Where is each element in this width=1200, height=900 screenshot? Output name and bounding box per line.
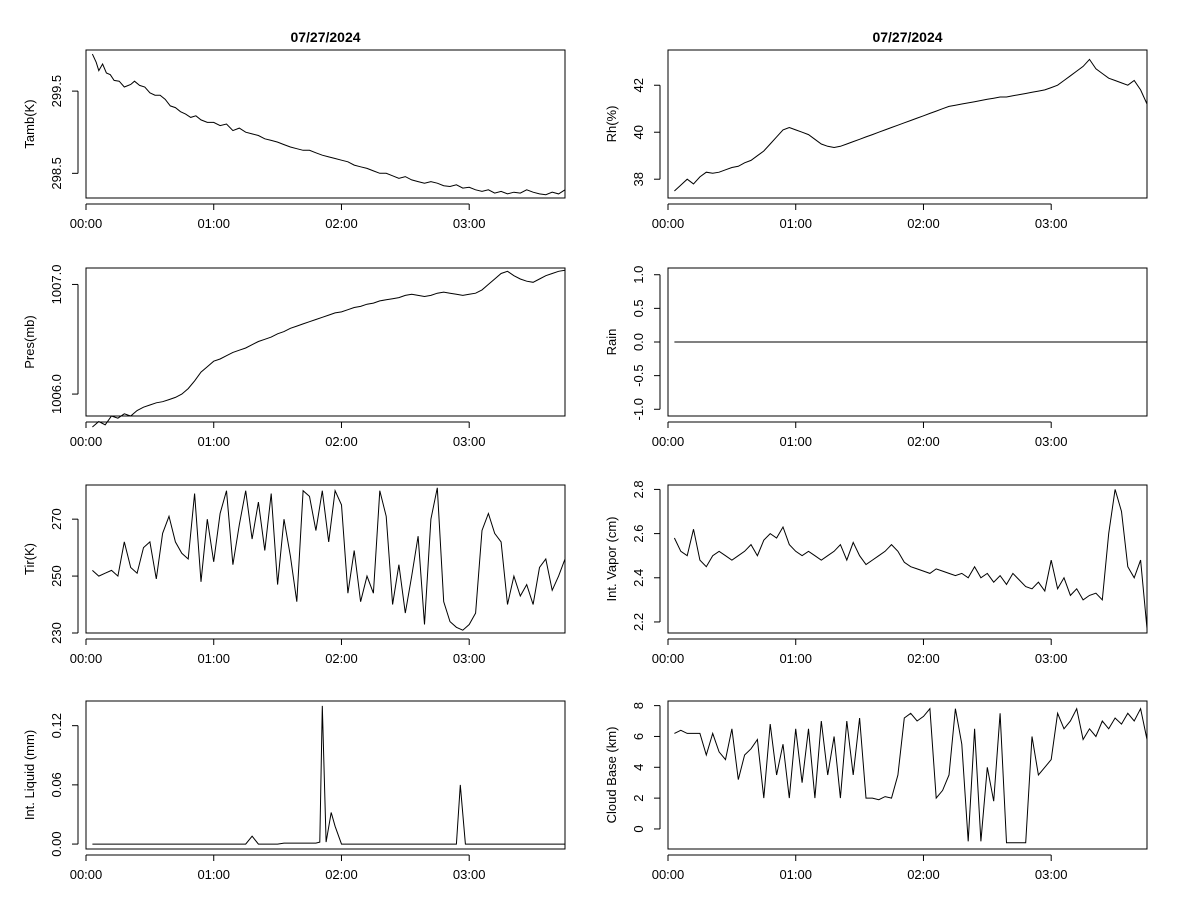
x-tick-label: 01:00	[779, 216, 812, 231]
y-tick-label: 270	[49, 508, 64, 530]
chart-title: 07/27/2024	[290, 29, 360, 45]
y-tick-label: 230	[49, 622, 64, 644]
chart-panel: 07/27/2024 00:00 01:00 02:00 03:00 298.5 299.5…	[22, 29, 566, 231]
x-tick-label: 01:00	[197, 434, 230, 449]
y-axis-label: Rh(%)	[604, 106, 619, 143]
x-tick-label: 02:00	[325, 867, 358, 882]
y-tick-label: -0.5	[631, 364, 646, 386]
x-tick-label: 00:00	[652, 867, 685, 882]
y-tick-label: -1.0	[631, 398, 646, 420]
chart-panel: 00:00 01:00 02:00 03:00 -1.0 -0.5 0.0 0.5 1.0 Rai…	[604, 266, 1148, 449]
x-tick-label: 01:00	[197, 651, 230, 666]
x-tick-label: 03:00	[453, 651, 486, 666]
chart-panel: 00:00 01:00 02:00 03:00 230 250 270 Tir(K)	[22, 484, 566, 666]
chart-panel: 00:00 01:00 02:00 03:00 1006.0 1007.0 Pres(mb)	[22, 265, 566, 449]
x-tick-label: 03:00	[453, 867, 486, 882]
y-axis-label: Tamb(K)	[22, 99, 37, 148]
y-tick-label: 0.12	[49, 713, 64, 738]
y-tick-label: 0	[631, 825, 646, 832]
x-tick-label: 02:00	[907, 651, 940, 666]
x-tick-label: 02:00	[325, 434, 358, 449]
x-tick-label: 01:00	[197, 867, 230, 882]
plot-frame	[667, 484, 1148, 634]
x-tick-label: 00:00	[652, 434, 685, 449]
x-tick-label: 01:00	[779, 434, 812, 449]
x-tick-label: 02:00	[325, 651, 358, 666]
y-axis-label: Int. Vapor (cm)	[604, 516, 619, 601]
x-tick-label: 02:00	[907, 434, 940, 449]
series-line	[91, 53, 566, 196]
y-tick-label: 42	[631, 78, 646, 92]
y-tick-label: 1006.0	[49, 374, 64, 414]
series-line	[674, 707, 1148, 844]
series-line	[92, 705, 565, 845]
chart-panel: 00:00 01:00 02:00 03:00 0 2 4 6 8 Cloud Base (km)	[604, 700, 1148, 882]
series-line	[673, 489, 1148, 629]
x-tick-label: 00:00	[70, 216, 103, 231]
x-tick-label: 01:00	[197, 216, 230, 231]
y-tick-label: 0.00	[49, 831, 64, 856]
x-tick-label: 02:00	[907, 867, 940, 882]
y-tick-label: 2	[631, 795, 646, 802]
y-axis-label: Cloud Base (km)	[604, 727, 619, 824]
y-tick-label: 250	[49, 565, 64, 587]
x-tick-label: 00:00	[70, 434, 103, 449]
chart-panel: 00:00 01:00 02:00 03:00 0.00 0.06 0.12 Int. Liq…	[22, 700, 566, 882]
y-axis-label: Pres(mb)	[22, 315, 37, 368]
y-tick-label: 0.5	[631, 299, 646, 317]
x-tick-label: 00:00	[652, 651, 685, 666]
y-tick-label: 2.8	[631, 480, 646, 498]
x-tick-label: 03:00	[1035, 867, 1068, 882]
y-tick-label: 2.2	[631, 613, 646, 631]
y-axis-label: Tir(K)	[22, 543, 37, 575]
y-tick-label: 40	[631, 125, 646, 139]
series-line	[92, 487, 566, 631]
y-tick-label: 0.06	[49, 772, 64, 797]
x-tick-label: 02:00	[907, 216, 940, 231]
x-tick-label: 00:00	[652, 216, 685, 231]
y-axis-label: Rain	[604, 329, 619, 356]
series-line	[674, 58, 1148, 192]
chart-panel: 00:00 01:00 02:00 03:00 2.2 2.4 2.6 2.8 Int. Vap…	[604, 480, 1148, 666]
y-tick-label: 299.5	[49, 75, 64, 108]
x-tick-label: 00:00	[70, 867, 103, 882]
chart-panel: 07/27/2024 00:00 01:00 02:00 03:00 38 40 42 Rh(%…	[604, 29, 1148, 231]
x-tick-label: 03:00	[1035, 434, 1068, 449]
y-tick-label: 6	[631, 733, 646, 740]
y-tick-label: 4	[631, 764, 646, 771]
x-tick-label: 00:00	[70, 651, 103, 666]
y-tick-label: 1.0	[631, 266, 646, 284]
x-tick-label: 03:00	[1035, 216, 1068, 231]
plot-frame	[85, 49, 566, 199]
y-tick-label: 38	[631, 172, 646, 186]
y-tick-label: 0.0	[631, 333, 646, 351]
y-tick-label: 298.5	[49, 157, 64, 190]
x-tick-label: 03:00	[453, 216, 486, 231]
x-tick-label: 03:00	[1035, 651, 1068, 666]
y-axis-label: Int. Liquid (mm)	[22, 730, 37, 820]
y-tick-label: 2.6	[631, 525, 646, 543]
y-tick-label: 1007.0	[49, 265, 64, 305]
plot-frame	[667, 700, 1148, 850]
y-tick-label: 8	[631, 702, 646, 709]
x-tick-label: 02:00	[325, 216, 358, 231]
plot-frame	[85, 267, 566, 417]
plot-frame	[667, 49, 1148, 199]
y-tick-label: 2.4	[631, 569, 646, 587]
series-line	[92, 269, 566, 428]
x-tick-label: 03:00	[453, 434, 486, 449]
chart-title: 07/27/2024	[872, 29, 942, 45]
x-tick-label: 01:00	[779, 867, 812, 882]
plot-frame	[85, 700, 566, 850]
x-tick-label: 01:00	[779, 651, 812, 666]
